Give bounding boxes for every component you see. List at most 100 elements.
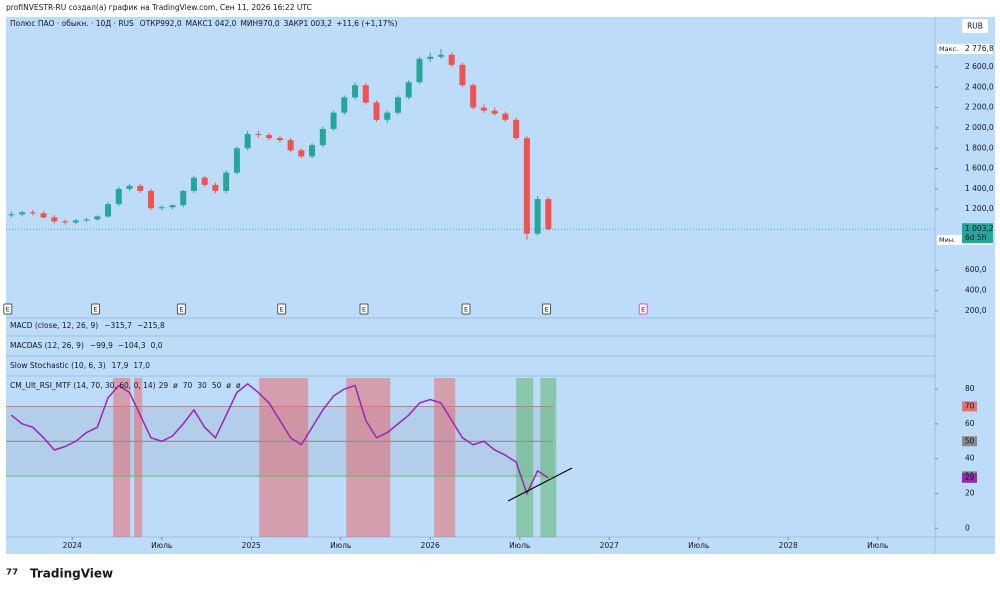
legend-key: МАКС xyxy=(186,19,208,28)
x-tick-label: Июль xyxy=(688,541,709,550)
zone xyxy=(516,378,534,537)
legend-value: 1 003,2 xyxy=(303,19,332,28)
event-label: E xyxy=(6,306,10,314)
candle-body xyxy=(223,172,230,191)
candle-body xyxy=(298,150,305,157)
event-badge xyxy=(90,303,100,315)
indicator-value: 17,0 xyxy=(133,361,150,370)
candle-body xyxy=(83,219,90,221)
currency-box[interactable] xyxy=(962,19,988,33)
x-tick-label: Июль xyxy=(867,541,888,550)
event-badge xyxy=(176,303,186,315)
indicator-name: MACDAS (12, 26, 9) xyxy=(10,341,84,350)
level-badge xyxy=(962,401,977,412)
y-tick-label: 2 000,0 xyxy=(965,123,994,132)
y-tick-label: 400,0 xyxy=(965,286,987,295)
indicator-name: CM_Ult_RSI_MTF (14, 70, 30, 60, 0, 14) xyxy=(10,381,156,390)
candle-body xyxy=(330,112,337,129)
candle-body xyxy=(255,134,262,136)
zone xyxy=(113,378,131,537)
x-tick-label: 2026 xyxy=(421,541,440,550)
candle-body xyxy=(244,134,251,149)
logo: TradingView xyxy=(30,567,113,581)
x-tick-label: 2028 xyxy=(779,541,798,550)
y-tick-label: 1 800,0 xyxy=(965,143,994,152)
indicator-value: −99,9 xyxy=(90,341,113,350)
y-tick-label: 40 xyxy=(965,454,975,463)
candle-body xyxy=(72,220,79,223)
level-badge xyxy=(962,436,977,447)
candle-body xyxy=(147,190,154,209)
trend-line[interactable] xyxy=(507,467,573,502)
marker-name: Мин. xyxy=(939,236,955,244)
level-label: 50 xyxy=(965,436,975,445)
x-tick-label: 2027 xyxy=(600,541,619,550)
x-tick-label: Июль xyxy=(509,541,530,550)
y-tick-label: 2 400,0 xyxy=(965,82,994,91)
legend-key: ЗАКР xyxy=(284,19,304,28)
indicator-value: 0,0 xyxy=(151,341,163,350)
indicator-name: Slow Stochastic (10, 6, 3) xyxy=(10,361,106,370)
y-tick-label: 200,0 xyxy=(965,306,987,315)
candle-body xyxy=(502,113,509,120)
candle-body xyxy=(545,199,552,230)
last-price-label: 1 003,2 xyxy=(965,224,994,233)
candle-body xyxy=(276,138,283,141)
last-value-badge xyxy=(962,472,977,483)
event-label: E xyxy=(93,306,97,314)
candle-body xyxy=(19,212,26,215)
legend-value: 30 xyxy=(197,381,207,390)
candle-body xyxy=(201,177,208,185)
y-tick-label: 80 xyxy=(965,384,975,393)
marker-name: Макс. xyxy=(939,45,958,53)
candle-body xyxy=(40,213,47,218)
y-tick-label: 0 xyxy=(965,523,970,532)
candle-body xyxy=(266,135,273,139)
zone xyxy=(540,378,557,537)
candle-body xyxy=(373,102,380,120)
candle-body xyxy=(341,97,348,113)
candle-body xyxy=(362,85,369,103)
event-label: E xyxy=(464,306,468,314)
event-label: E xyxy=(545,306,549,314)
y-tick-label: 1 600,0 xyxy=(965,164,994,173)
y-tick-label: 600,0 xyxy=(965,265,987,274)
candle-body xyxy=(51,217,58,222)
x-tick-label: Июль xyxy=(330,541,351,550)
candle-body xyxy=(448,54,455,65)
last-price-box xyxy=(962,223,993,244)
candle-body xyxy=(180,190,187,206)
candle-body xyxy=(105,204,112,217)
indicator-value: 17,9 xyxy=(112,361,129,370)
legend-key: ОТКР xyxy=(140,19,161,28)
candle-body xyxy=(437,54,444,57)
symbol: Полюс ПАО · обыкн. · 10Д · RUS xyxy=(10,19,134,28)
zone xyxy=(259,378,309,537)
event-badge xyxy=(461,303,471,315)
legend-value: +11,6 (+1,17%) xyxy=(336,19,397,28)
candle-body xyxy=(491,110,498,114)
candle-body xyxy=(523,138,530,234)
candle-body xyxy=(287,140,294,151)
candle-body xyxy=(470,85,477,108)
event-label: E xyxy=(179,306,183,314)
candle-body xyxy=(62,221,69,223)
y-tick-label: 2 200,0 xyxy=(965,103,994,112)
x-tick-label: 2025 xyxy=(242,541,261,550)
legend-value: 970,0 xyxy=(258,19,280,28)
candle-body xyxy=(212,184,219,191)
candle-body xyxy=(29,212,36,214)
indicator-value: −315,7 xyxy=(104,321,132,330)
chart-bg xyxy=(6,17,995,554)
legend-value: ø xyxy=(226,381,231,390)
marker-box xyxy=(937,43,993,54)
rsi-line xyxy=(10,382,549,496)
y-tick-label: 1 200,0 xyxy=(965,204,994,213)
y-tick-label: 1 400,0 xyxy=(965,184,994,193)
candle-body xyxy=(395,97,402,113)
candle-body xyxy=(459,64,466,86)
indicator-name: MACD (close, 12, 26, 9) xyxy=(10,321,98,330)
event-badge xyxy=(277,303,287,315)
candle-body xyxy=(115,188,122,205)
